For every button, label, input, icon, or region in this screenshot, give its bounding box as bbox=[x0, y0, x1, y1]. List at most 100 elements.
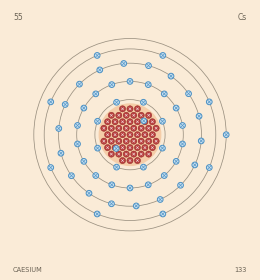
Circle shape bbox=[112, 132, 118, 138]
Circle shape bbox=[114, 99, 119, 105]
Circle shape bbox=[127, 78, 133, 84]
Circle shape bbox=[127, 144, 133, 151]
Circle shape bbox=[131, 125, 137, 131]
Circle shape bbox=[134, 132, 141, 138]
Circle shape bbox=[192, 162, 198, 168]
Circle shape bbox=[131, 138, 138, 144]
Circle shape bbox=[149, 118, 156, 125]
Circle shape bbox=[146, 138, 152, 144]
Text: 133: 133 bbox=[235, 267, 247, 273]
Circle shape bbox=[116, 138, 122, 145]
Circle shape bbox=[56, 126, 62, 131]
Circle shape bbox=[101, 138, 108, 145]
Circle shape bbox=[134, 157, 141, 164]
Circle shape bbox=[104, 144, 111, 151]
Circle shape bbox=[134, 157, 141, 164]
Circle shape bbox=[149, 119, 155, 125]
Text: CAESIUM: CAESIUM bbox=[13, 267, 43, 273]
Circle shape bbox=[108, 138, 114, 144]
Circle shape bbox=[153, 137, 160, 144]
Circle shape bbox=[198, 138, 204, 144]
Circle shape bbox=[75, 141, 80, 147]
Circle shape bbox=[121, 60, 127, 66]
Circle shape bbox=[112, 119, 118, 125]
Circle shape bbox=[141, 144, 148, 151]
Circle shape bbox=[101, 125, 107, 131]
Circle shape bbox=[123, 125, 129, 131]
Circle shape bbox=[145, 182, 151, 188]
Circle shape bbox=[119, 118, 126, 125]
Circle shape bbox=[126, 118, 133, 125]
Circle shape bbox=[157, 197, 163, 202]
Circle shape bbox=[142, 132, 148, 138]
Circle shape bbox=[123, 137, 130, 144]
Circle shape bbox=[141, 164, 146, 170]
Circle shape bbox=[48, 165, 54, 171]
Circle shape bbox=[138, 138, 144, 144]
Circle shape bbox=[108, 138, 115, 145]
Circle shape bbox=[123, 151, 130, 158]
Circle shape bbox=[99, 103, 161, 166]
Circle shape bbox=[134, 106, 141, 112]
Circle shape bbox=[206, 165, 212, 171]
Circle shape bbox=[114, 164, 119, 170]
Circle shape bbox=[145, 151, 152, 157]
Circle shape bbox=[127, 132, 133, 138]
Circle shape bbox=[119, 157, 126, 164]
Circle shape bbox=[223, 132, 229, 137]
Circle shape bbox=[134, 132, 141, 138]
Circle shape bbox=[145, 125, 152, 132]
Circle shape bbox=[95, 118, 100, 124]
Circle shape bbox=[108, 151, 115, 158]
Circle shape bbox=[160, 53, 166, 58]
Circle shape bbox=[116, 138, 122, 144]
Circle shape bbox=[116, 151, 122, 157]
Circle shape bbox=[138, 112, 144, 118]
Circle shape bbox=[116, 125, 122, 131]
Circle shape bbox=[141, 118, 148, 125]
Circle shape bbox=[123, 138, 129, 144]
Circle shape bbox=[160, 118, 165, 124]
Circle shape bbox=[196, 113, 202, 119]
Circle shape bbox=[138, 151, 144, 157]
Circle shape bbox=[108, 112, 115, 119]
Circle shape bbox=[119, 106, 126, 112]
Circle shape bbox=[109, 182, 115, 188]
Circle shape bbox=[116, 112, 122, 118]
Circle shape bbox=[115, 125, 122, 132]
Circle shape bbox=[149, 144, 156, 151]
Circle shape bbox=[119, 119, 126, 125]
Circle shape bbox=[104, 118, 111, 125]
Circle shape bbox=[119, 131, 126, 138]
Circle shape bbox=[108, 125, 115, 132]
Circle shape bbox=[109, 82, 115, 87]
Circle shape bbox=[105, 119, 111, 125]
Circle shape bbox=[97, 67, 103, 73]
Circle shape bbox=[119, 157, 126, 164]
Circle shape bbox=[130, 125, 137, 132]
Circle shape bbox=[161, 173, 167, 178]
Circle shape bbox=[93, 173, 99, 178]
Circle shape bbox=[77, 81, 82, 87]
Circle shape bbox=[133, 203, 139, 209]
Circle shape bbox=[160, 145, 165, 151]
Circle shape bbox=[101, 125, 108, 132]
Circle shape bbox=[149, 144, 155, 151]
Circle shape bbox=[123, 151, 129, 157]
Circle shape bbox=[69, 173, 74, 179]
Circle shape bbox=[146, 112, 152, 118]
Circle shape bbox=[127, 157, 133, 164]
Circle shape bbox=[161, 91, 167, 97]
Circle shape bbox=[130, 112, 137, 119]
Circle shape bbox=[131, 138, 137, 144]
Circle shape bbox=[138, 151, 145, 158]
Circle shape bbox=[134, 144, 141, 151]
Circle shape bbox=[146, 125, 152, 131]
Circle shape bbox=[81, 105, 87, 111]
Circle shape bbox=[119, 144, 126, 151]
Circle shape bbox=[115, 151, 122, 158]
Circle shape bbox=[153, 138, 159, 144]
Circle shape bbox=[126, 131, 133, 138]
Circle shape bbox=[126, 106, 133, 112]
Circle shape bbox=[146, 151, 152, 157]
